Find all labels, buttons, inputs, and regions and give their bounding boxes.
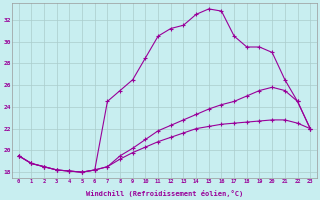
X-axis label: Windchill (Refroidissement éolien,°C): Windchill (Refroidissement éolien,°C): [86, 190, 243, 197]
